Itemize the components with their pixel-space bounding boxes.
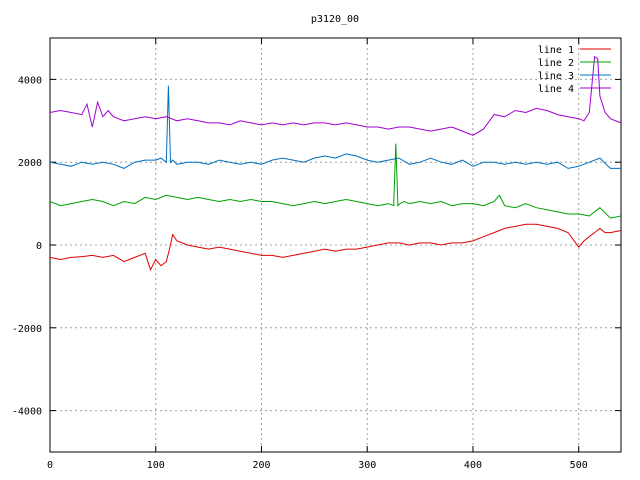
axis-ticks: -4000 -2000 0 2000 4000 0 100 200 300 400 500 xyxy=(12,38,621,471)
legend-label-2: line 2 xyxy=(538,58,574,69)
x-tick-label: 0 xyxy=(47,460,53,471)
y-tick-label: -4000 xyxy=(12,407,42,418)
legend-label-4: line 4 xyxy=(538,84,574,95)
legend-label-3: line 3 xyxy=(538,71,574,82)
series-line-1 xyxy=(49,223,622,272)
series-group xyxy=(49,55,622,272)
x-tick-label: 300 xyxy=(358,460,376,471)
series-line-2 xyxy=(49,143,622,219)
x-tick-label: 500 xyxy=(570,460,588,471)
y-tick-label: 2000 xyxy=(18,158,42,169)
legend: line 1 line 2 line 3 line 4 xyxy=(538,45,611,95)
y-tick-label: -2000 xyxy=(12,324,42,335)
y-tick-label: 0 xyxy=(36,241,42,252)
x-tick-label: 200 xyxy=(252,460,270,471)
series-line-4 xyxy=(49,55,622,136)
legend-label-1: line 1 xyxy=(538,45,574,56)
y-tick-label: 4000 xyxy=(18,75,42,86)
series-line-3 xyxy=(49,85,621,169)
x-tick-label: 400 xyxy=(464,460,482,471)
grid xyxy=(49,38,621,452)
chart-title: p3120_00 xyxy=(311,14,359,25)
x-tick-label: 100 xyxy=(147,460,165,471)
